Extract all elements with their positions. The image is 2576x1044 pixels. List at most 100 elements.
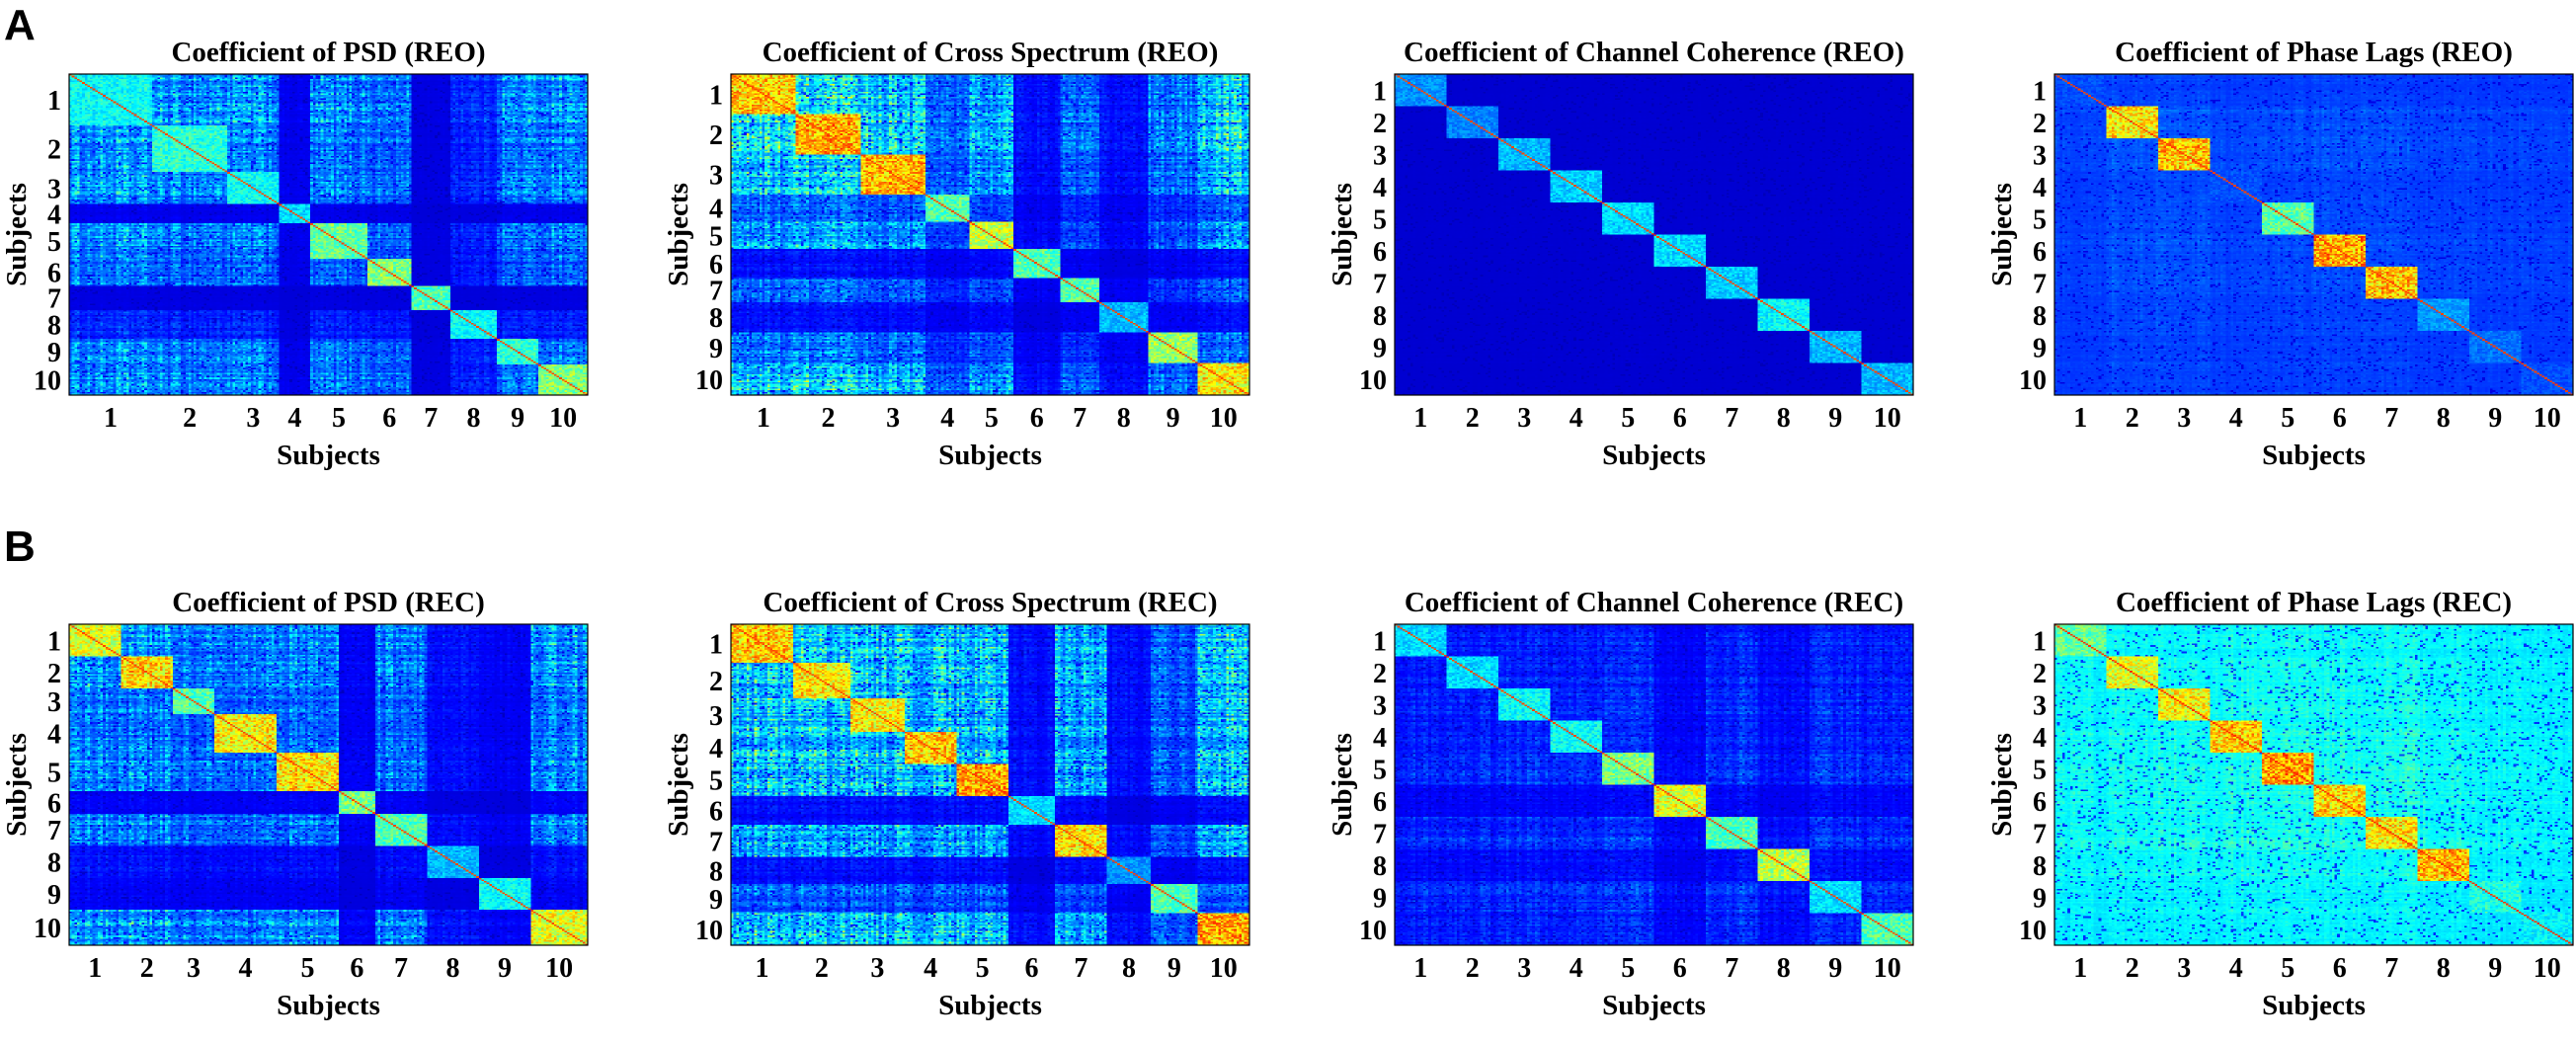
plot-frame xyxy=(68,73,589,396)
x-tick-label: 7 xyxy=(1074,953,1087,984)
chart-title: Coefficient of Phase Lags (REO) xyxy=(2115,37,2513,68)
x-tick-label: 8 xyxy=(1777,953,1791,984)
y-tick-label: 10 xyxy=(2019,365,2047,396)
x-tick-label: 10 xyxy=(549,403,577,434)
y-axis-label: Subjects xyxy=(1327,733,1358,837)
panel-label-a: A xyxy=(4,1,36,49)
x-tick-label: 4 xyxy=(1570,403,1583,434)
x-axis-label: Subjects xyxy=(2262,990,2366,1021)
x-tick-label: 3 xyxy=(187,953,201,984)
y-tick-label: 5 xyxy=(709,766,723,797)
x-tick-label: 3 xyxy=(886,403,900,434)
x-tick-label: 5 xyxy=(976,953,990,984)
y-tick-label: 2 xyxy=(2033,109,2047,139)
y-tick-label: 9 xyxy=(709,885,723,916)
chart-2: Coefficient of Cross Spectrum (REO) Subje… xyxy=(663,37,1250,471)
chart-7: Coefficient of Channel Coherence (REC) Su… xyxy=(1327,587,1914,1021)
x-tick-label: 1 xyxy=(88,953,102,984)
y-tick-label: 9 xyxy=(709,334,723,364)
y-axis-label: Subjects xyxy=(1327,183,1358,286)
x-tick-label: 2 xyxy=(2126,403,2139,434)
chart-4: Coefficient of Phase Lags (REO) Subjects S… xyxy=(1986,37,2574,471)
y-tick-label: 8 xyxy=(2033,851,2047,882)
x-tick-label: 7 xyxy=(1073,403,1087,434)
x-tick-label: 3 xyxy=(2177,953,2191,984)
y-tick-label: 3 xyxy=(2033,690,2047,721)
y-tick-label: 4 xyxy=(709,195,723,225)
heatmap-matrix xyxy=(1395,624,1913,945)
plot-frame xyxy=(2053,73,2574,396)
y-tick-label: 6 xyxy=(47,788,61,819)
y-tick-label: 3 xyxy=(47,687,61,718)
y-tick-label: 10 xyxy=(695,916,723,946)
x-tick-label: 1 xyxy=(2073,953,2087,984)
x-tick-label: 8 xyxy=(1777,403,1791,434)
x-tick-label: 4 xyxy=(287,403,301,434)
y-tick-label: 9 xyxy=(2033,333,2047,363)
x-tick-label: 5 xyxy=(301,953,315,984)
y-tick-label: 5 xyxy=(2033,755,2047,785)
x-tick-label: 5 xyxy=(1621,403,1635,434)
x-tick-label: 4 xyxy=(940,403,954,434)
y-tick-label: 7 xyxy=(2033,819,2047,849)
x-tick-label: 10 xyxy=(1874,403,1901,434)
x-tick-label: 2 xyxy=(140,953,154,984)
x-axis-label: Subjects xyxy=(277,990,380,1021)
x-tick-label: 4 xyxy=(239,953,253,984)
x-tick-label: 1 xyxy=(756,953,769,984)
y-tick-label: 1 xyxy=(2033,626,2047,657)
x-tick-label: 8 xyxy=(467,403,481,434)
y-tick-label: 5 xyxy=(2033,204,2047,235)
x-tick-label: 5 xyxy=(2281,403,2294,434)
heatmap-matrix xyxy=(731,624,1249,945)
plot-frame xyxy=(730,623,1250,946)
y-tick-label: 1 xyxy=(2033,76,2047,107)
x-tick-label: 8 xyxy=(446,953,460,984)
x-tick-label: 4 xyxy=(1570,953,1583,984)
y-tick-label: 1 xyxy=(709,80,723,111)
y-tick-label: 9 xyxy=(1373,333,1387,363)
y-tick-label: 1 xyxy=(1373,626,1387,657)
chart-title: Coefficient of Phase Lags (REC) xyxy=(2116,587,2512,618)
x-tick-label: 9 xyxy=(1828,953,1842,984)
y-tick-label: 8 xyxy=(1373,301,1387,332)
heatmap-matrix xyxy=(731,74,1249,395)
y-tick-label: 8 xyxy=(47,848,61,879)
y-tick-label: 4 xyxy=(47,200,61,230)
y-tick-label: 7 xyxy=(2033,269,2047,299)
x-tick-label: 1 xyxy=(757,403,770,434)
y-tick-label: 6 xyxy=(2033,787,2047,818)
x-tick-label: 8 xyxy=(2437,953,2451,984)
plot-frame xyxy=(730,73,1250,396)
x-tick-label: 10 xyxy=(1210,403,1238,434)
x-tick-label: 4 xyxy=(2229,953,2243,984)
y-tick-label: 4 xyxy=(1373,723,1387,754)
y-tick-label: 6 xyxy=(47,259,61,289)
x-axis-label: Subjects xyxy=(938,990,1042,1021)
y-tick-label: 5 xyxy=(1373,204,1387,235)
y-tick-label: 8 xyxy=(47,311,61,342)
y-axis-label: Subjects xyxy=(1986,183,2018,286)
x-tick-label: 1 xyxy=(2073,403,2087,434)
y-tick-label: 8 xyxy=(709,856,723,887)
x-tick-label: 7 xyxy=(1725,403,1738,434)
x-tick-label: 8 xyxy=(1122,953,1136,984)
chart-3: Coefficient of Channel Coherence (REO) Su… xyxy=(1327,37,1914,471)
y-tick-label: 9 xyxy=(47,338,61,368)
y-tick-label: 7 xyxy=(47,284,61,315)
x-tick-label: 6 xyxy=(1030,403,1044,434)
chart-1: Coefficient of PSD (REO) Subjects Subjects… xyxy=(1,37,589,471)
y-tick-label: 9 xyxy=(1373,883,1387,914)
x-axis-label: Subjects xyxy=(1602,440,1706,471)
x-tick-label: 9 xyxy=(2488,953,2502,984)
x-tick-label: 10 xyxy=(1210,953,1238,984)
y-tick-label: 7 xyxy=(709,827,723,857)
y-tick-label: 8 xyxy=(1373,851,1387,882)
y-tick-label: 2 xyxy=(709,120,723,151)
y-axis-label: Subjects xyxy=(663,733,694,837)
x-tick-label: 6 xyxy=(382,403,396,434)
x-tick-label: 2 xyxy=(1466,953,1480,984)
heatmap-matrix xyxy=(69,74,588,395)
y-tick-label: 4 xyxy=(47,720,61,751)
